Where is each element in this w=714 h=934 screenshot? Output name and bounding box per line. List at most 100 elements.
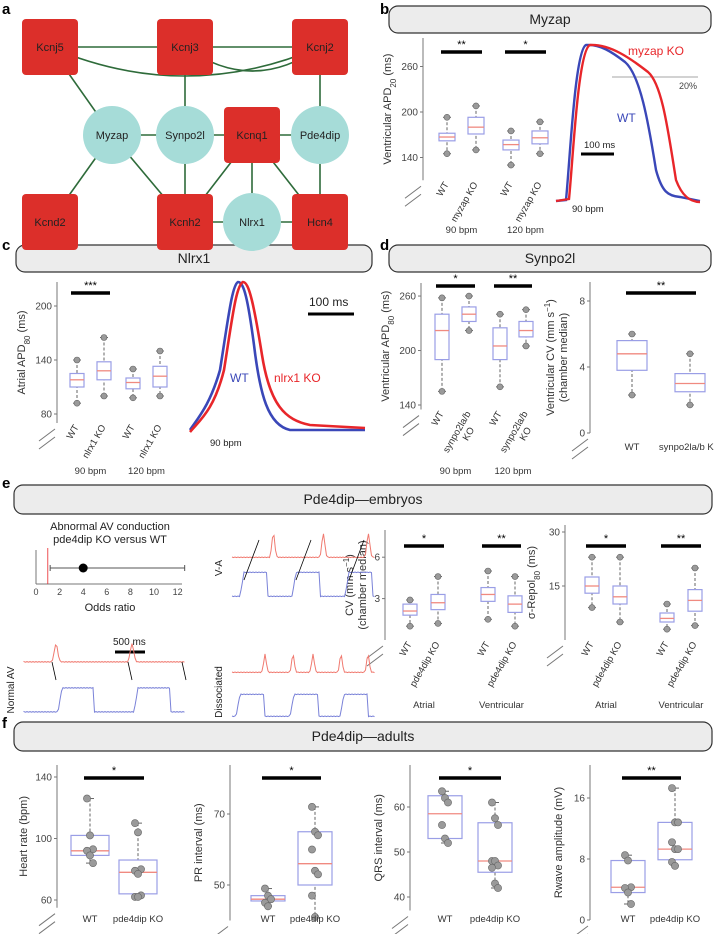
- chamber-label: Atrial: [413, 700, 435, 711]
- group-label: WT: [625, 442, 640, 453]
- data-point: [484, 615, 492, 623]
- axis-break: [217, 926, 229, 934]
- group-label: synpo2la/b KO: [659, 442, 714, 453]
- group-label: pde4dip KO: [650, 914, 700, 925]
- y-tick-label: 200: [35, 302, 52, 313]
- data-point: [588, 604, 596, 611]
- group-label: WT: [430, 409, 447, 427]
- significance-label: **: [647, 765, 656, 777]
- conduction-arrow: [181, 661, 187, 681]
- data-point: [438, 294, 446, 302]
- header-nlrx1-title: Nlrx1: [178, 250, 211, 266]
- gene-node-synpo2l: [156, 106, 214, 164]
- header-synpo2l-title: Synpo2l: [525, 250, 576, 266]
- gene-node-kcnh2: [157, 194, 213, 250]
- dissociated-ventricular-trace: [231, 693, 375, 718]
- significance-label: **: [497, 533, 506, 545]
- gene-node-label: Kcnh2: [169, 217, 200, 229]
- y-tick-label: 200: [401, 108, 418, 119]
- data-point: [496, 310, 504, 318]
- panel-label-f: f: [2, 715, 8, 732]
- forest-tick-label: 6: [104, 587, 109, 597]
- rate-label: 120 bpm: [128, 466, 165, 477]
- conduction-arrow: [51, 661, 57, 681]
- data-point: [444, 798, 452, 807]
- group-label: pde4dip KO: [290, 914, 340, 925]
- data-point: [628, 330, 636, 338]
- data-point: [488, 863, 496, 872]
- data-point: [434, 573, 442, 580]
- data-point: [261, 884, 269, 893]
- significance-label: **: [457, 39, 466, 51]
- group-label: synpo2la/b KO: [498, 410, 540, 461]
- axis-break: [38, 921, 56, 934]
- group-label: nlrx1 KO: [137, 423, 165, 461]
- box: [674, 373, 706, 393]
- gene-node-kcnj2: [292, 19, 348, 75]
- axis-break: [546, 653, 564, 667]
- significance-label: *: [604, 533, 609, 545]
- data-point: [686, 401, 694, 409]
- y-tick-label: 200: [399, 346, 416, 357]
- data-point: [472, 102, 480, 110]
- y-tick-label: 70: [214, 810, 226, 821]
- y-axis-label-2: (chamber median): [558, 313, 570, 402]
- data-point: [100, 392, 108, 400]
- y-axis-label: σ-Repol80 (ms): [526, 546, 542, 619]
- y-tick-label: 6: [374, 553, 380, 564]
- box: [297, 831, 333, 886]
- y-axis-label: CV (mm s−1): [342, 554, 357, 616]
- data-point: [488, 798, 496, 807]
- axis-break: [38, 913, 56, 927]
- group-label: WT: [65, 423, 82, 441]
- data-point: [668, 784, 676, 792]
- data-point: [624, 856, 632, 865]
- scale-label: 500 ms: [113, 637, 146, 648]
- forest-xlabel: Odds ratio: [85, 602, 136, 614]
- header-embryos-title: Pde4dip—embryos: [303, 491, 422, 507]
- header-synpo2l: Synpo2l: [388, 244, 712, 273]
- data-point: [443, 114, 451, 121]
- data-point: [674, 845, 682, 853]
- box: [659, 612, 675, 623]
- gene-node-label: Myzap: [96, 130, 128, 142]
- dissociated-label: Dissociated: [214, 666, 225, 718]
- data-point: [444, 839, 452, 847]
- ko-trace: [189, 280, 366, 433]
- data-point: [691, 622, 699, 629]
- y-axis-label: Ventricular APD80 (ms): [380, 291, 396, 402]
- axis-break: [571, 438, 589, 452]
- box: [518, 320, 534, 338]
- panel-label-a: a: [2, 1, 11, 18]
- data-point: [671, 861, 679, 870]
- interaction-network: Kcnj5 Kcnj3 Kcnj2 Myzap Synpo2l Kcnq1 Pde4dip K…: [22, 19, 349, 251]
- y-tick-label: 16: [574, 794, 586, 805]
- y-tick-label: 40: [394, 893, 406, 904]
- network-edge-curved: [49, 46, 321, 77]
- data-point: [86, 851, 94, 860]
- forest-title-1: Abnormal AV conduction: [50, 521, 170, 533]
- significance-label: **: [677, 533, 686, 545]
- myzap-ap-traces: 20% myzap KO WT 100 ms 90 bpm: [555, 43, 701, 215]
- data-point: [522, 342, 530, 350]
- significance-label: ***: [84, 280, 98, 292]
- data-point: [129, 365, 137, 373]
- wt-label: WT: [230, 371, 249, 385]
- data-point: [438, 821, 446, 829]
- significance-label: *: [523, 39, 528, 51]
- va-atrial-trace: [231, 533, 375, 559]
- group-label: synpo2la/b KO: [441, 410, 483, 461]
- data-point: [465, 327, 473, 334]
- gene-node-label: Kcnd2: [34, 217, 65, 229]
- forest-title-2: pde4dip KO versus WT: [53, 534, 167, 546]
- threshold-label: 20%: [679, 81, 697, 91]
- data-point: [691, 564, 699, 572]
- significance-label: *: [468, 765, 473, 777]
- data-point: [131, 819, 139, 828]
- va-label: V-A: [214, 560, 225, 576]
- gene-node-label: Nlrx1: [239, 217, 265, 229]
- panel-label-c: c: [2, 237, 10, 254]
- y-tick-label: 8: [579, 855, 585, 866]
